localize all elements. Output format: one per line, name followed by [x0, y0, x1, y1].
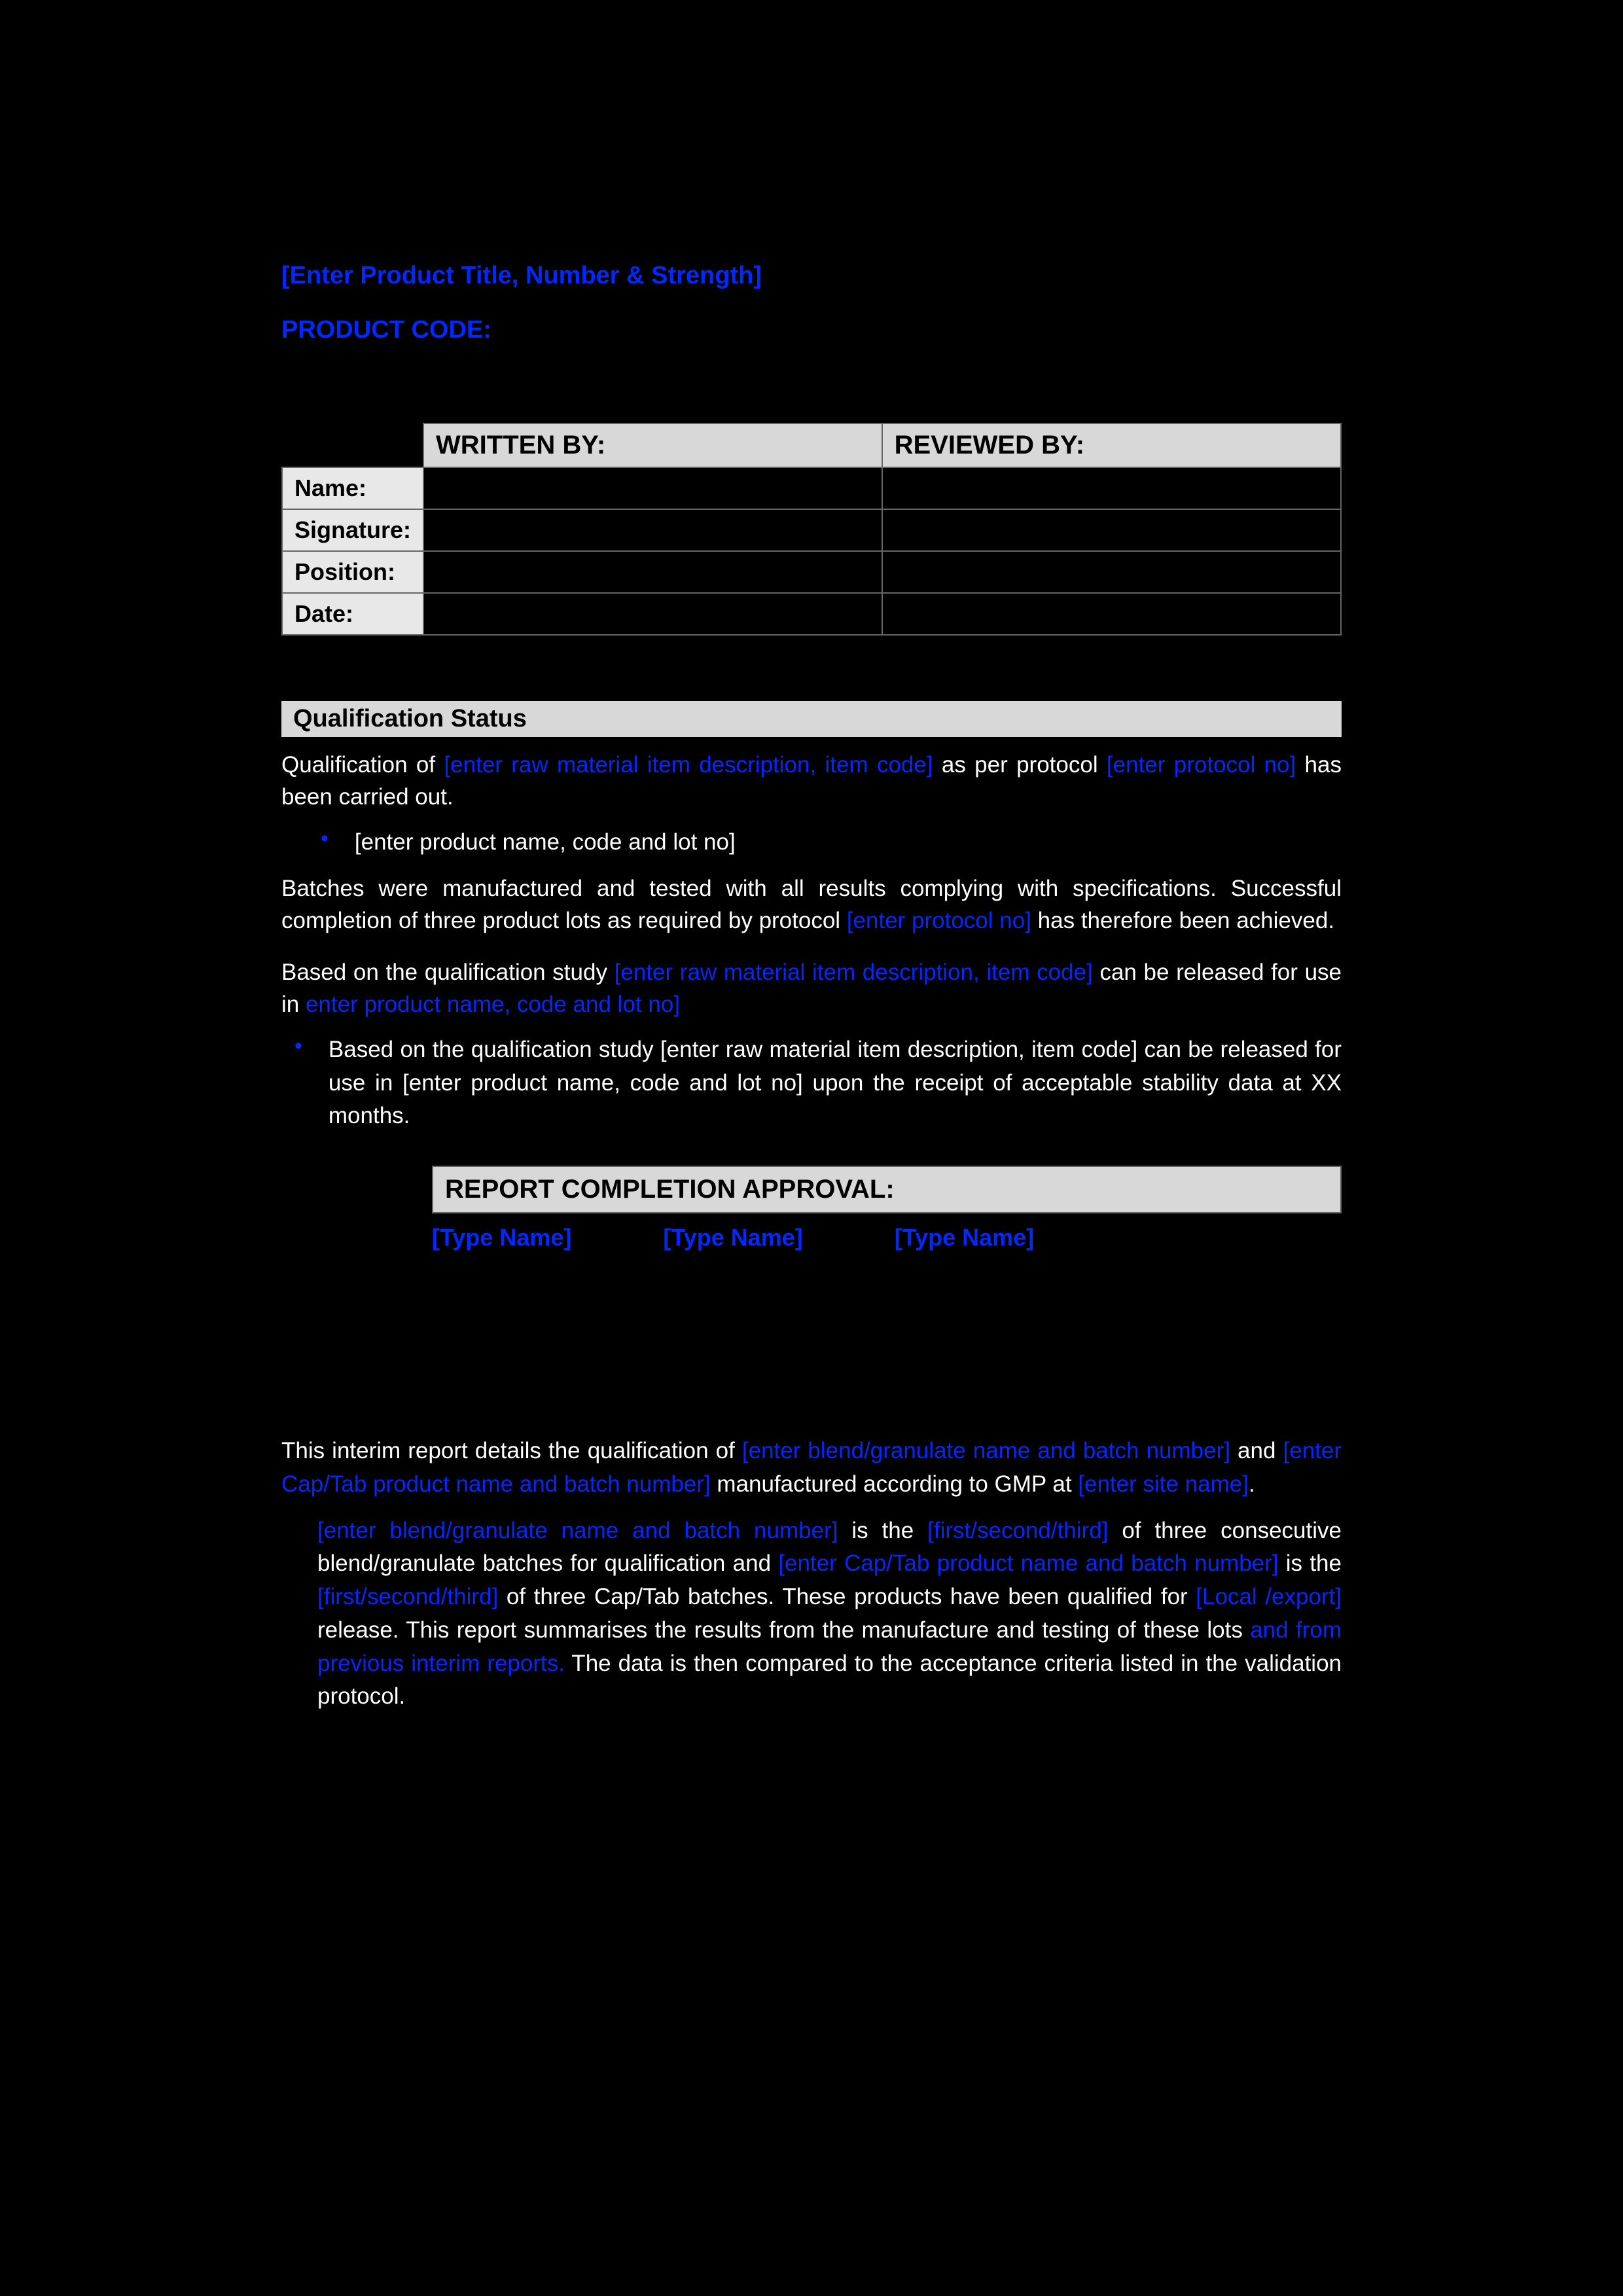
qualification-status-header: Qualification Status [281, 701, 1342, 737]
product-title: [Enter Product Title, Number & Strength] [281, 262, 1342, 290]
intro-para-1: This interim report details the qualific… [281, 1435, 1342, 1501]
qual-line3: Based on the qualification study [enter … [281, 956, 1342, 1020]
reviewed-position[interactable] [882, 551, 1341, 593]
reviewed-by-header: REVIEWED BY: [882, 423, 1341, 467]
approval-header: REPORT COMPLETION APPROVAL: [432, 1166, 1342, 1213]
written-date[interactable] [423, 593, 882, 635]
product-code-label: PRODUCT CODE: [281, 316, 1342, 344]
written-position[interactable] [423, 551, 882, 593]
signature-table: WRITTEN BY: REVIEWED BY: Name: Signature… [281, 423, 1342, 636]
approval-corner [281, 1166, 432, 1213]
bullet-2: • Based on the qualification study [ente… [294, 1033, 1342, 1133]
qual-line1: Qualification of [enter raw material ite… [281, 749, 1342, 813]
approval-name-2: [Type Name] [663, 1224, 802, 1251]
reviewed-name[interactable] [882, 467, 1341, 509]
introduction-section: This interim report details the qualific… [281, 1435, 1342, 1713]
written-name[interactable] [423, 467, 882, 509]
row-position-label: Position: [282, 551, 423, 593]
row-name-label: Name: [282, 467, 423, 509]
written-signature[interactable] [423, 509, 882, 551]
bullet-icon: • [321, 826, 329, 859]
row-signature-label: Signature: [282, 509, 423, 551]
bullet-1: • [enter product name, code and lot no] [321, 826, 1342, 859]
qual-line2: Batches were manufactured and tested wit… [281, 872, 1342, 937]
reviewed-signature[interactable] [882, 509, 1341, 551]
reviewed-date[interactable] [882, 593, 1341, 635]
written-by-header: WRITTEN BY: [423, 423, 882, 467]
approval-name-3: [Type Name] [895, 1224, 1034, 1251]
approval-name-1: [Type Name] [432, 1224, 571, 1251]
sig-corner [282, 423, 423, 467]
bullet-icon: • [294, 1033, 302, 1133]
row-date-label: Date: [282, 593, 423, 635]
approval-block: REPORT COMPLETION APPROVAL: [Type Name] … [281, 1166, 1342, 1251]
intro-para-2: [enter blend/granulate name and batch nu… [281, 1515, 1342, 1714]
